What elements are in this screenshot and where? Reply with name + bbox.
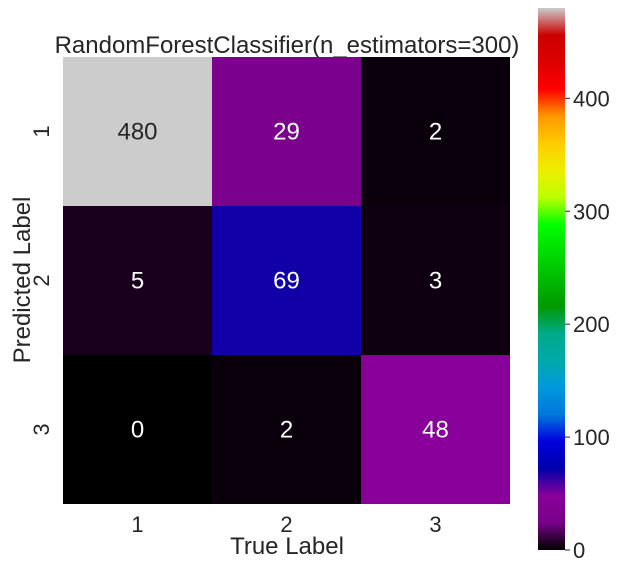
- heatmap-cell: [361, 355, 510, 504]
- heatmap-cell: [361, 57, 510, 206]
- cell-value-label: 480: [117, 119, 157, 146]
- x-tick-label: 1: [131, 512, 143, 537]
- heatmap-cell: [212, 355, 361, 504]
- heatmap-cells: [63, 57, 510, 504]
- cell-value-label: 29: [273, 119, 300, 146]
- colorbar-tick-label: 100: [573, 425, 610, 450]
- cell-value-label: 2: [429, 119, 442, 146]
- cell-value-label: 69: [273, 268, 300, 295]
- cell-value-label: 5: [131, 268, 144, 295]
- heatmap-cell: [63, 57, 212, 206]
- cell-value-label: 3: [429, 268, 442, 295]
- colorbar-gradient: [538, 8, 565, 550]
- colorbar-tick-label: 0: [573, 538, 585, 563]
- cell-value-label: 0: [131, 417, 144, 444]
- x-tick-label: 3: [429, 512, 441, 537]
- heatmap-cell: [361, 206, 510, 355]
- x-axis-label: True Label: [230, 533, 344, 560]
- colorbar-tick-label: 200: [573, 312, 610, 337]
- heatmap-cell: [212, 57, 361, 206]
- y-tick-label: 3: [29, 423, 54, 435]
- colorbar-tick-labels: 0 100 200 300 400: [565, 86, 610, 563]
- colorbar: [538, 8, 565, 550]
- colorbar-tick-label: 400: [573, 86, 610, 111]
- y-tick-label: 1: [29, 125, 54, 137]
- y-axis-label: Predicted Label: [9, 197, 36, 364]
- y-tick-label: 2: [29, 274, 54, 286]
- chart-title: RandomForestClassifier(n_estimators=300): [55, 32, 520, 59]
- heatmap-cell: [212, 206, 361, 355]
- heatmap-cell: [63, 206, 212, 355]
- y-tick-labels: 1 2 3: [29, 125, 54, 435]
- colorbar-tick-label: 300: [573, 199, 610, 224]
- x-tick-label: 2: [280, 512, 292, 537]
- x-tick-labels: 1 2 3: [131, 512, 441, 537]
- heatmap-cell: [63, 355, 212, 504]
- cell-value-label: 48: [422, 417, 449, 444]
- heatmap-cell-labels: 480 29 2 5 69 3 0 2 48: [117, 119, 448, 444]
- cell-value-label: 2: [280, 417, 293, 444]
